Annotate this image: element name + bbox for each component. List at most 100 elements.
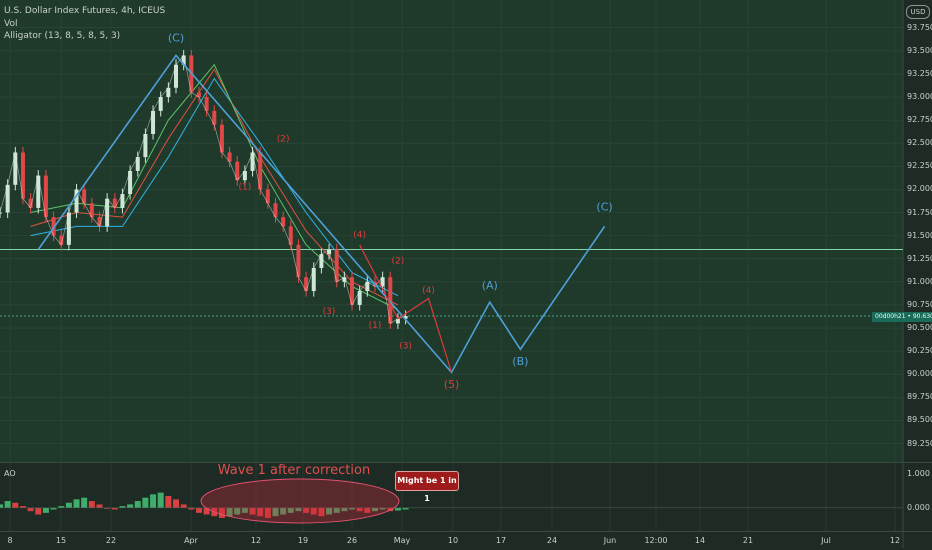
ao-bar — [104, 507, 111, 509]
price-tick-label: 91.750 — [907, 207, 932, 217]
candle-body — [212, 110, 217, 125]
price-tick-label: 93.500 — [907, 45, 932, 55]
ao-bar — [73, 499, 80, 508]
time-tick-label: May — [393, 536, 411, 545]
candle-body — [28, 198, 33, 208]
price-tick-label: 93.250 — [907, 68, 932, 78]
ao-bar — [249, 507, 256, 515]
ao-bar — [264, 507, 271, 518]
ao-bar — [226, 507, 233, 517]
candle-body — [128, 170, 133, 195]
ao-bar — [165, 496, 172, 508]
candle-body — [357, 291, 362, 305]
time-tick-label: Jun — [603, 536, 617, 545]
candle-body — [265, 189, 270, 204]
ao-bar — [134, 501, 141, 508]
price-tick-label: 89.750 — [907, 392, 932, 402]
candle-body — [350, 277, 355, 305]
candle-body — [288, 226, 293, 245]
ao-bar — [58, 506, 65, 508]
candle-body — [281, 217, 286, 227]
ao-bar — [35, 507, 42, 515]
ao-bar — [42, 507, 49, 513]
wave-label-red: (1) — [369, 321, 382, 331]
ao-highlight-ellipse — [200, 478, 400, 524]
ao-bar — [341, 507, 348, 512]
price-tick-label: 93.000 — [907, 92, 932, 102]
ao-bar — [50, 507, 57, 510]
candle-body — [66, 212, 71, 245]
time-tick-label: 19 — [297, 536, 309, 545]
ao-bar — [394, 507, 401, 511]
candle-body — [235, 161, 240, 181]
candle-body — [304, 277, 309, 292]
ao-bar — [19, 506, 26, 508]
price-tick-label: 90.500 — [907, 323, 932, 333]
ao-bar — [349, 507, 356, 510]
candle-body — [403, 316, 408, 319]
price-tick-label: 90.250 — [907, 346, 932, 356]
ao-bar — [364, 507, 371, 513]
ao-bar — [326, 507, 333, 515]
ao-bar — [280, 507, 287, 515]
wave-label-red: (3) — [323, 307, 336, 317]
time-tick-label: 10 — [447, 536, 459, 545]
price-line — [0, 54, 406, 324]
candle-body — [36, 175, 41, 208]
last-price-tag: 00d00h21 • 90.630 — [872, 312, 932, 322]
candle-body — [395, 318, 400, 324]
time-tick-label: 22 — [105, 536, 117, 545]
price-tick-label: 92.000 — [907, 184, 932, 194]
ao-bar — [402, 507, 409, 510]
ao-bar — [287, 507, 294, 513]
price-tick-label: 89.250 — [907, 438, 932, 448]
price-tick-label: 90.750 — [907, 299, 932, 309]
time-tick-label: 12:00 — [644, 536, 668, 545]
wave-label-blue: (A) — [482, 279, 498, 292]
ao-bar — [81, 497, 88, 508]
currency-badge[interactable]: USD — [906, 5, 930, 19]
candle-body — [388, 277, 393, 324]
ao-bar — [119, 506, 126, 508]
candle-body — [51, 217, 56, 236]
candle-body — [0, 212, 2, 214]
candle-body — [43, 175, 48, 218]
candle-body — [227, 152, 232, 162]
candle-body — [112, 198, 117, 208]
time-tick-label: Jul — [821, 536, 831, 545]
ao-bar — [272, 507, 279, 517]
wave-projection-line — [37, 54, 606, 374]
candle-body — [74, 189, 79, 213]
wave-label-red: (1) — [239, 182, 252, 192]
ao-bar — [257, 507, 264, 517]
ao-bar — [157, 492, 164, 508]
price-tick-label: 91.000 — [907, 276, 932, 286]
ao-bar — [295, 507, 302, 512]
candle-body — [174, 64, 179, 88]
price-tick-label: 91.250 — [907, 253, 932, 263]
ao-bar — [371, 507, 378, 512]
ao-tick-label: 0.000 — [907, 502, 930, 512]
time-tick-label: 15 — [55, 536, 67, 545]
ao-bar — [65, 502, 72, 508]
ao-bar — [241, 507, 248, 513]
ao-label: AO — [4, 469, 16, 478]
candle-body — [59, 235, 64, 245]
candle-body — [120, 194, 125, 208]
wave-label-blue: (C) — [168, 32, 184, 45]
time-tick-label: 14 — [694, 536, 706, 545]
price-tick-label: 91.500 — [907, 230, 932, 240]
alligator-label[interactable]: Alligator (13, 8, 5, 8, 5, 3) — [4, 31, 121, 41]
ao-bar — [318, 507, 325, 517]
ao-bar — [27, 507, 34, 512]
time-tick-label: 24 — [546, 536, 558, 545]
price-pane — [0, 0, 903, 462]
time-tick-label: 8 — [7, 536, 13, 545]
candle-body — [5, 184, 10, 213]
candle-body — [327, 249, 332, 255]
candle-body — [296, 244, 301, 278]
volume-label: Vol — [4, 19, 18, 29]
ao-bar — [379, 507, 386, 510]
ao-bar — [88, 501, 95, 508]
